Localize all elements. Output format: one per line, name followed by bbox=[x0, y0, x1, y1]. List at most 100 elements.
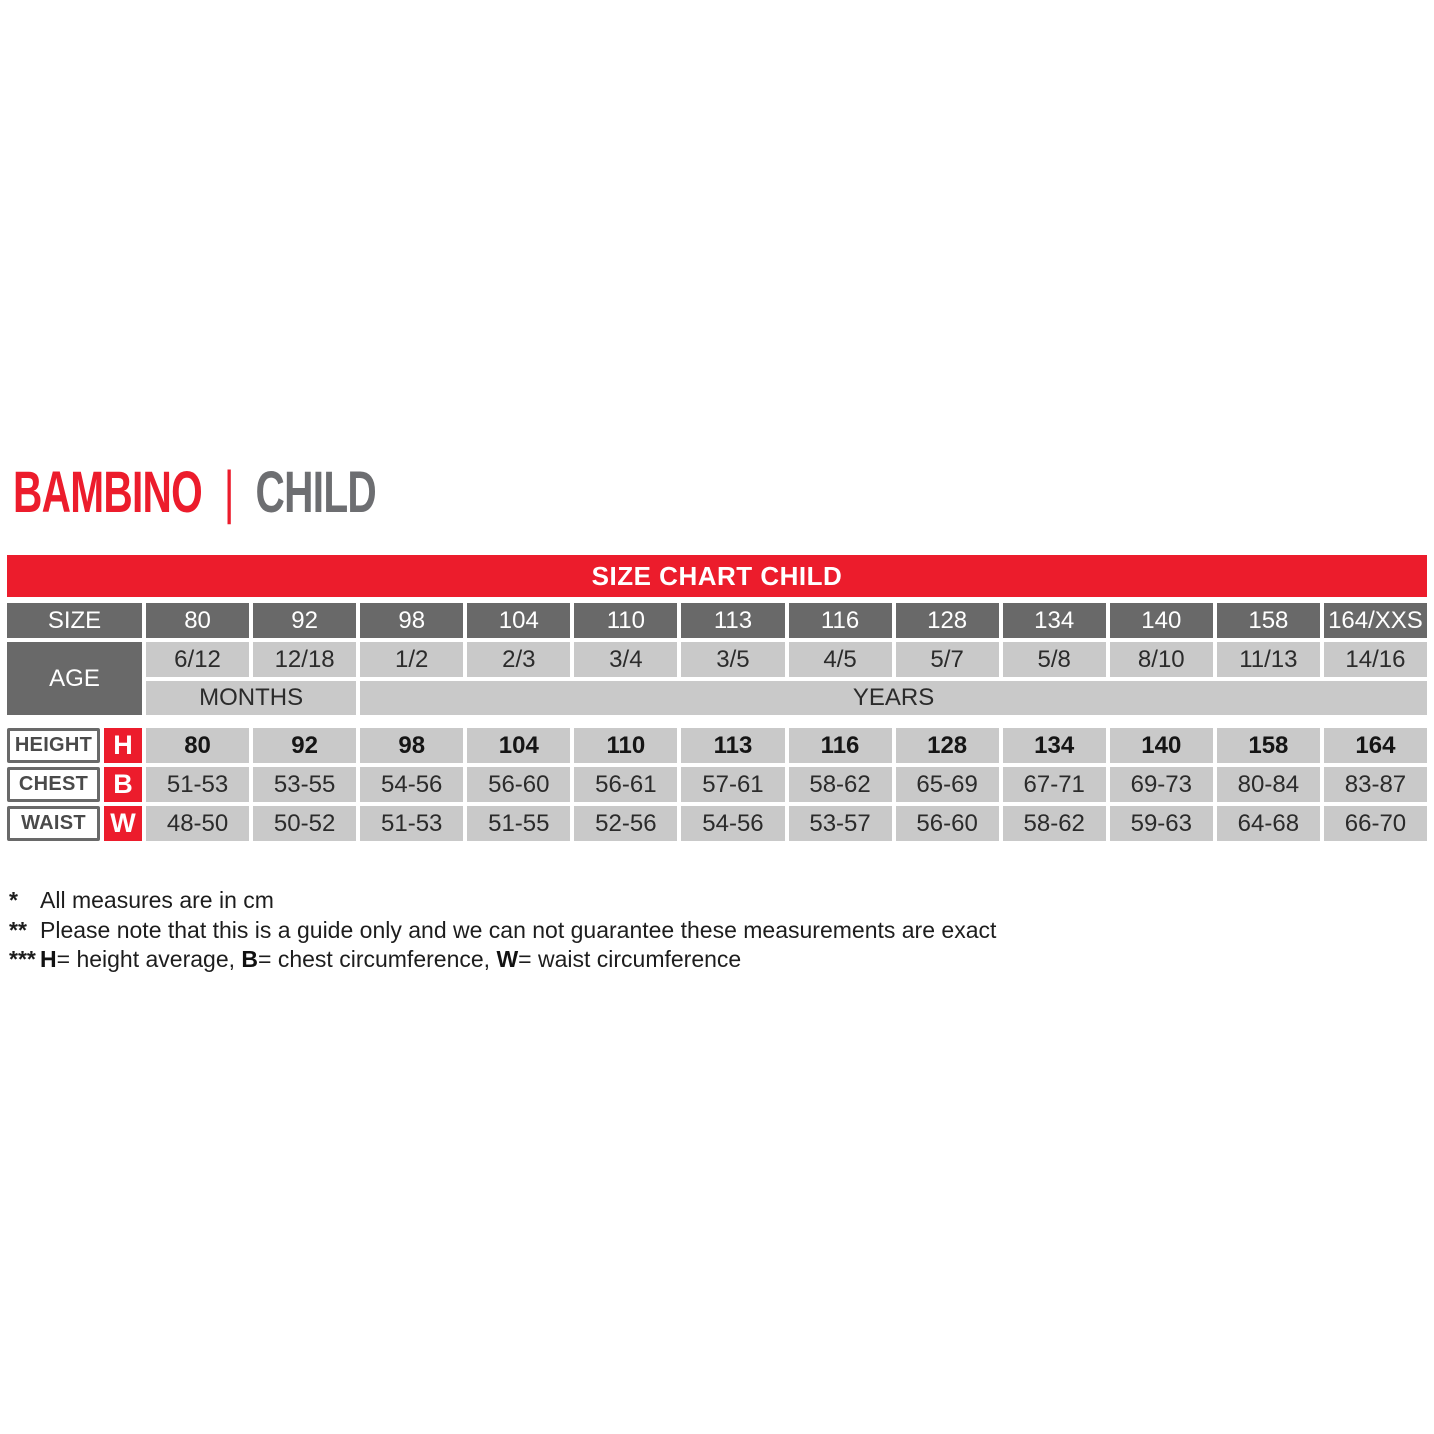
size-age-table: SIZE AGE MONTHS YEARS 80 92 98 104 110 113 116… bbox=[7, 603, 1427, 715]
footnote-segment: = height average, bbox=[56, 946, 242, 972]
months-span-cell: MONTHS bbox=[146, 681, 357, 715]
chest-value-cell: 51-53 bbox=[146, 767, 250, 802]
age-cell: 8/10 bbox=[1109, 642, 1213, 677]
size-header-cell: SIZE bbox=[7, 603, 142, 638]
waist-value-cell: 66-70 bbox=[1323, 806, 1427, 841]
size-cell: 113 bbox=[681, 603, 785, 638]
height-value-cell: 113 bbox=[681, 728, 785, 763]
height-value-cell: 110 bbox=[574, 728, 678, 763]
size-cell: 80 bbox=[146, 603, 250, 638]
footnote-legend: *** H= height average, B= chest circumfe… bbox=[9, 945, 1309, 975]
size-cell: 164/XXS bbox=[1323, 603, 1427, 638]
footnote-legend-key: B bbox=[241, 946, 259, 972]
footnote-measures: * All measures are in cm bbox=[9, 886, 1309, 916]
title-primary: BAMBINO bbox=[13, 460, 203, 525]
waist-letter-badge: W bbox=[104, 806, 142, 841]
footnote-segment: = chest circumference, bbox=[258, 946, 497, 972]
age-cell: 3/4 bbox=[574, 642, 678, 677]
height-value-cell: 92 bbox=[253, 728, 357, 763]
waist-value-cell: 59-63 bbox=[1109, 806, 1213, 841]
chest-label: CHEST bbox=[7, 767, 100, 802]
chest-value-cell: 54-56 bbox=[360, 767, 464, 802]
age-header-cell: AGE bbox=[7, 642, 142, 715]
chest-label-cell: CHEST B bbox=[7, 767, 142, 802]
size-chart-banner-title: SIZE CHART CHILD bbox=[591, 560, 843, 591]
height-value-cell: 158 bbox=[1216, 728, 1320, 763]
size-chart-banner: SIZE CHART CHILD bbox=[7, 555, 1427, 597]
waist-value-cell: 50-52 bbox=[253, 806, 357, 841]
chest-letter-badge: B bbox=[104, 767, 142, 802]
footnote-guide: ** Please note that this is a guide only… bbox=[9, 916, 1309, 946]
chest-value-cell: 69-73 bbox=[1109, 767, 1213, 802]
footnote-segment: = waist circumference bbox=[518, 946, 742, 972]
footnote-text: All measures are in cm bbox=[40, 886, 1309, 916]
height-label-cell: HEIGHT H bbox=[7, 728, 142, 763]
footnote-segment: All measures are in cm bbox=[40, 887, 274, 913]
height-label: HEIGHT bbox=[7, 728, 100, 763]
footnote-marker: *** bbox=[9, 946, 36, 972]
chest-value-cell: 57-61 bbox=[681, 767, 785, 802]
height-value-cell: 128 bbox=[895, 728, 999, 763]
chest-value-cell: 56-60 bbox=[467, 767, 571, 802]
waist-label-cell: WAIST W bbox=[7, 806, 142, 841]
footnote-text: Please note that this is a guide only an… bbox=[40, 916, 1309, 946]
page-title: BAMBINO | CHILD bbox=[13, 464, 377, 522]
waist-value-cell: 54-56 bbox=[681, 806, 785, 841]
height-value-cell: 80 bbox=[146, 728, 250, 763]
height-letter-badge: H bbox=[104, 728, 142, 763]
years-span-cell: YEARS bbox=[360, 681, 1427, 715]
age-cell: 1/2 bbox=[360, 642, 464, 677]
footnote-marker: ** bbox=[9, 916, 27, 943]
size-cell: 92 bbox=[253, 603, 357, 638]
footnote-text: H= height average, B= chest circumferenc… bbox=[40, 945, 1309, 975]
size-cell: 98 bbox=[360, 603, 464, 638]
height-value-cell: 140 bbox=[1109, 728, 1213, 763]
waist-value-cell: 52-56 bbox=[574, 806, 678, 841]
age-cell: 5/7 bbox=[895, 642, 999, 677]
height-value-cell: 116 bbox=[788, 728, 892, 763]
height-value-cell: 104 bbox=[467, 728, 571, 763]
height-value-cell: 98 bbox=[360, 728, 464, 763]
footnote-legend-key: H bbox=[40, 946, 57, 972]
chest-value-cell: 53-55 bbox=[253, 767, 357, 802]
size-cell: 116 bbox=[788, 603, 892, 638]
chest-value-cell: 65-69 bbox=[895, 767, 999, 802]
waist-value-cell: 53-57 bbox=[788, 806, 892, 841]
size-cell: 158 bbox=[1216, 603, 1320, 638]
size-cell: 128 bbox=[895, 603, 999, 638]
footnote-legend-key: W bbox=[496, 946, 519, 972]
waist-value-cell: 48-50 bbox=[146, 806, 250, 841]
waist-value-cell: 51-53 bbox=[360, 806, 464, 841]
age-cell: 4/5 bbox=[788, 642, 892, 677]
age-cell: 6/12 bbox=[146, 642, 250, 677]
title-separator: | bbox=[223, 460, 235, 525]
chest-value-cell: 83-87 bbox=[1323, 767, 1427, 802]
chest-value-cell: 80-84 bbox=[1216, 767, 1320, 802]
title-secondary: CHILD bbox=[255, 460, 377, 525]
waist-label: WAIST bbox=[7, 806, 100, 841]
age-cell: 12/18 bbox=[253, 642, 357, 677]
size-cell: 104 bbox=[467, 603, 571, 638]
chest-value-cell: 56-61 bbox=[574, 767, 678, 802]
chest-value-cell: 67-71 bbox=[1002, 767, 1106, 802]
footnotes: * All measures are in cm ** Please note … bbox=[9, 886, 1309, 975]
size-cell: 110 bbox=[574, 603, 678, 638]
chest-value-cell: 58-62 bbox=[788, 767, 892, 802]
measurements-table: HEIGHT H CHEST B WAIST W 80 92 98 104 110 113… bbox=[7, 728, 1427, 841]
age-cell: 3/5 bbox=[681, 642, 785, 677]
age-cell: 14/16 bbox=[1323, 642, 1427, 677]
age-cell: 11/13 bbox=[1216, 642, 1320, 677]
size-cell: 140 bbox=[1109, 603, 1213, 638]
waist-value-cell: 64-68 bbox=[1216, 806, 1320, 841]
waist-value-cell: 58-62 bbox=[1002, 806, 1106, 841]
age-cell: 5/8 bbox=[1002, 642, 1106, 677]
height-value-cell: 164 bbox=[1323, 728, 1427, 763]
height-value-cell: 134 bbox=[1002, 728, 1106, 763]
size-cell: 134 bbox=[1002, 603, 1106, 638]
footnote-segment: Please note that this is a guide only an… bbox=[40, 916, 997, 943]
footnote-marker: * bbox=[9, 887, 18, 913]
waist-value-cell: 56-60 bbox=[895, 806, 999, 841]
waist-value-cell: 51-55 bbox=[467, 806, 571, 841]
age-cell: 2/3 bbox=[467, 642, 571, 677]
